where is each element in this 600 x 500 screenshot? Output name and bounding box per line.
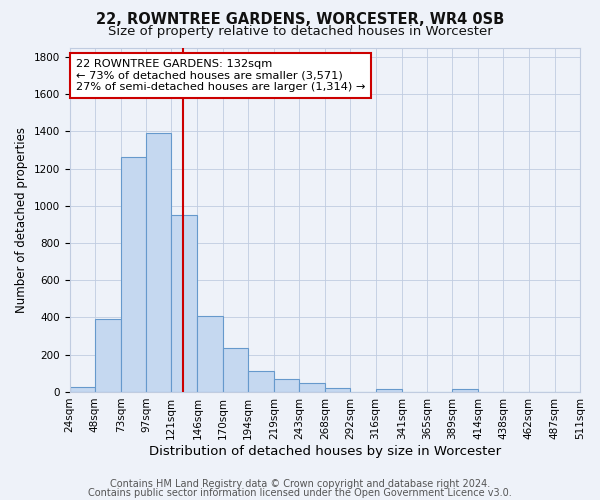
- Text: Size of property relative to detached houses in Worcester: Size of property relative to detached ho…: [107, 25, 493, 38]
- Bar: [171, 215, 197, 392]
- Bar: [452, 389, 478, 392]
- Text: 22 ROWNTREE GARDENS: 132sqm
← 73% of detached houses are smaller (3,571)
27% of : 22 ROWNTREE GARDENS: 132sqm ← 73% of det…: [76, 58, 365, 92]
- Text: Contains HM Land Registry data © Crown copyright and database right 2024.: Contains HM Land Registry data © Crown c…: [110, 479, 490, 489]
- Bar: [274, 379, 299, 392]
- X-axis label: Distribution of detached houses by size in Worcester: Distribution of detached houses by size …: [149, 444, 501, 458]
- Bar: [223, 348, 248, 392]
- Bar: [248, 370, 274, 392]
- Bar: [121, 158, 146, 392]
- Text: 22, ROWNTREE GARDENS, WORCESTER, WR4 0SB: 22, ROWNTREE GARDENS, WORCESTER, WR4 0SB: [96, 12, 504, 28]
- Bar: [299, 382, 325, 392]
- Bar: [376, 389, 402, 392]
- Bar: [146, 133, 171, 392]
- Bar: [197, 316, 223, 392]
- Y-axis label: Number of detached properties: Number of detached properties: [15, 126, 28, 312]
- Bar: [70, 388, 95, 392]
- Bar: [95, 320, 121, 392]
- Text: Contains public sector information licensed under the Open Government Licence v3: Contains public sector information licen…: [88, 488, 512, 498]
- Bar: [325, 388, 350, 392]
